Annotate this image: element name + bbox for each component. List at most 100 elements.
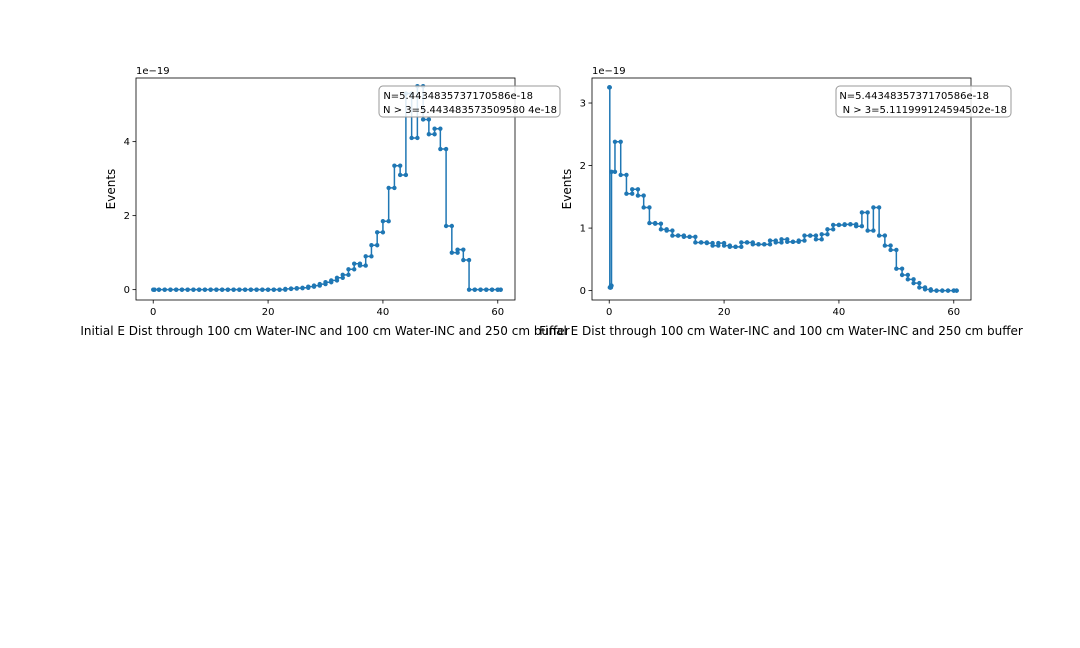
data-point xyxy=(871,228,875,232)
data-point xyxy=(802,233,806,237)
data-point xyxy=(814,237,818,241)
offset-text: 1e−19 xyxy=(592,66,626,77)
data-point xyxy=(619,173,623,177)
data-point xyxy=(860,210,864,214)
data-point xyxy=(174,287,178,291)
data-point xyxy=(427,132,431,136)
x-tick-label: 0 xyxy=(150,307,156,318)
y-tick-label: 0 xyxy=(580,286,586,297)
data-point xyxy=(312,283,316,287)
data-point xyxy=(647,205,651,209)
data-point xyxy=(820,237,824,241)
data-point xyxy=(659,227,663,231)
data-point xyxy=(619,140,623,144)
data-point xyxy=(289,286,293,290)
data-point xyxy=(808,233,812,237)
data-point xyxy=(369,243,373,247)
data-point xyxy=(152,287,156,291)
data-point xyxy=(877,233,881,237)
data-point xyxy=(877,205,881,209)
data-point xyxy=(266,287,270,291)
data-point xyxy=(392,163,396,167)
data-point xyxy=(318,282,322,286)
data-point xyxy=(693,240,697,244)
data-point xyxy=(432,132,436,136)
x-axis-label: Final E Dist through 100 cm Water-INC an… xyxy=(539,324,1023,338)
data-point xyxy=(498,287,502,291)
data-point xyxy=(647,221,651,225)
data-point xyxy=(670,228,674,232)
data-point xyxy=(860,224,864,228)
data-point xyxy=(249,287,253,291)
data-point xyxy=(756,242,760,246)
data-point xyxy=(929,288,933,292)
data-point xyxy=(865,210,869,214)
data-point xyxy=(613,140,617,144)
data-point xyxy=(854,224,858,228)
data-point xyxy=(352,267,356,271)
data-point xyxy=(923,287,927,291)
data-point xyxy=(398,173,402,177)
data-point xyxy=(398,163,402,167)
data-point xyxy=(392,186,396,190)
data-point xyxy=(917,285,921,289)
data-point xyxy=(768,242,772,246)
data-point xyxy=(220,287,224,291)
data-point xyxy=(386,219,390,223)
data-point xyxy=(323,280,327,284)
x-tick-label: 60 xyxy=(491,307,504,318)
annotation-line-n: N=5.4434835737170586e-18 xyxy=(839,91,989,102)
data-point xyxy=(438,147,442,151)
x-tick-label: 0 xyxy=(606,307,612,318)
data-point xyxy=(163,287,167,291)
stats-annotation: N=5.4434835737170586e-18 N > 3=5.1119991… xyxy=(836,86,1011,117)
data-point xyxy=(739,245,743,249)
y-tick-label: 4 xyxy=(124,137,130,148)
data-point xyxy=(478,287,482,291)
data-point xyxy=(203,287,207,291)
data-point xyxy=(346,273,350,277)
data-point xyxy=(369,254,373,258)
data-point xyxy=(802,238,806,242)
data-point xyxy=(722,243,726,247)
data-point xyxy=(739,240,743,244)
data-point xyxy=(883,233,887,237)
data-point xyxy=(375,230,379,234)
data-point xyxy=(438,126,442,130)
data-point xyxy=(237,287,241,291)
data-point xyxy=(911,277,915,281)
data-point xyxy=(191,287,195,291)
data-point xyxy=(283,287,287,291)
y-axis-label: Events xyxy=(104,169,118,210)
data-point xyxy=(444,224,448,228)
data-point xyxy=(797,238,801,242)
data-point xyxy=(180,287,184,291)
data-point xyxy=(461,258,465,262)
data-point xyxy=(894,248,898,252)
data-point xyxy=(831,223,835,227)
data-point xyxy=(243,287,247,291)
data-point xyxy=(940,288,944,292)
data-point xyxy=(825,227,829,231)
data-point xyxy=(346,267,350,271)
data-point xyxy=(676,233,680,237)
data-point xyxy=(352,262,356,266)
stats-annotation: N=5.4434835737170586e-18 N > 3=5.4434835… xyxy=(379,86,560,117)
data-point xyxy=(917,281,921,285)
data-point xyxy=(687,235,691,239)
data-point xyxy=(197,287,201,291)
data-point xyxy=(295,286,299,290)
data-point xyxy=(613,170,617,174)
x-tick-label: 40 xyxy=(377,307,390,318)
data-point xyxy=(421,117,425,121)
y-tick-label: 3 xyxy=(580,99,586,110)
x-axis-label: Initial E Dist through 100 cm Water-INC … xyxy=(80,324,569,338)
data-point xyxy=(699,240,703,244)
data-point xyxy=(728,245,732,249)
data-point xyxy=(785,240,789,244)
data-point xyxy=(716,241,720,245)
data-point xyxy=(779,237,783,241)
data-point xyxy=(762,242,766,246)
data-point xyxy=(934,288,938,292)
data-point xyxy=(865,228,869,232)
